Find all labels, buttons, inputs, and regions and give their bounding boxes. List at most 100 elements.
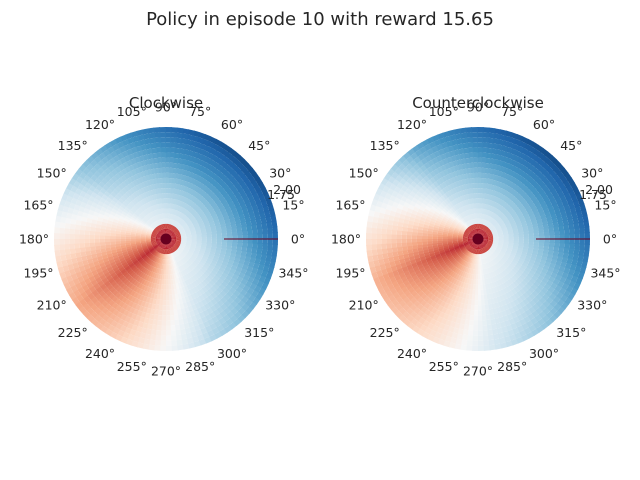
heatmap-cell: [141, 232, 147, 235]
heatmap-cell: [132, 180, 139, 187]
heatmap-cell: [120, 195, 127, 202]
heatmap-cell: [172, 220, 176, 226]
heatmap-cell: [133, 204, 139, 211]
heatmap-cell: [175, 223, 180, 228]
heatmap-cell: [155, 199, 159, 205]
heatmap-cell: [503, 238, 509, 241]
heatmap-cell: [163, 279, 167, 285]
heatmap-cell: [124, 255, 130, 261]
heatmap-cell: [160, 219, 163, 225]
heatmap-cell: [162, 183, 166, 189]
heatmap-cell: [198, 260, 205, 266]
heatmap-cell: [236, 245, 243, 251]
heatmap-cell: [207, 183, 214, 190]
heatmap-cell: [180, 242, 186, 246]
polar-heatmap-clockwise: [54, 127, 278, 351]
heatmap-cell: [171, 263, 175, 269]
heatmap-cell: [187, 213, 193, 219]
heatmap-cell: [165, 228, 167, 234]
heatmap-cell: [161, 213, 164, 219]
heatmap-cell: [172, 263, 176, 269]
heatmap-cell: [133, 280, 139, 287]
heatmap-cell: [209, 185, 217, 193]
heatmap-cell: [132, 186, 138, 193]
heatmap-cell: [193, 185, 200, 193]
heatmap-cell: [112, 289, 119, 297]
heatmap-cell: [194, 265, 201, 272]
heatmap-cell: [156, 226, 161, 231]
heatmap-cell: [158, 242, 163, 246]
heatmap-cell: [131, 245, 137, 249]
heatmap-cell: [142, 186, 148, 193]
heatmap-cell: [181, 191, 187, 198]
heatmap-cell: [203, 193, 210, 200]
heatmap-cell: [157, 241, 162, 245]
heatmap-cell: [210, 285, 217, 292]
heatmap-cell: [173, 229, 179, 234]
heatmap-cell: [199, 288, 206, 295]
heatmap-cell: [112, 205, 120, 212]
heatmap-cell: [212, 188, 219, 195]
heatmap-cell: [106, 283, 114, 291]
heatmap-cell: [154, 228, 159, 233]
heatmap-cell: [158, 172, 163, 179]
heatmap-cell: [184, 274, 190, 280]
heatmap-cell: [127, 189, 134, 196]
heatmap-cell: [123, 179, 130, 186]
heatmap-cell: [182, 224, 189, 229]
heatmap-cell: [128, 269, 134, 276]
heatmap-cell: [143, 210, 149, 216]
heatmap-cell: [130, 271, 136, 278]
heatmap-cell: [160, 213, 163, 220]
heatmap-cell: [141, 211, 147, 217]
heatmap-cell: [175, 204, 179, 211]
heatmap-cell: [183, 249, 189, 253]
heatmap-cell: [201, 298, 209, 306]
heatmap-cell: [170, 248, 174, 253]
heatmap-cell: [174, 244, 180, 248]
heatmap-cell: [203, 187, 211, 194]
heatmap-cell: [134, 203, 141, 210]
heatmap-cell: [137, 264, 143, 270]
heatmap-cell: [192, 261, 198, 267]
heatmap-cell: [206, 257, 213, 263]
heatmap-cell: [122, 278, 129, 285]
heatmap-cell: [115, 186, 122, 193]
heatmap-cell: [214, 207, 221, 214]
heatmap-cell: [205, 203, 212, 210]
heatmap-cell: [99, 274, 107, 282]
heatmap-cell: [174, 215, 178, 221]
heatmap-cell: [149, 218, 155, 224]
heatmap-cell: [156, 220, 160, 226]
heatmap-cell: [168, 224, 171, 230]
heatmap-cell: [173, 228, 178, 233]
heatmap-cell: [160, 230, 164, 235]
heatmap-cell: [205, 268, 212, 275]
heatmap-cell: [144, 197, 150, 203]
heatmap-cell: [146, 242, 152, 246]
heatmap-cell: [124, 286, 131, 293]
heatmap-cell: [153, 229, 159, 234]
heatmap-cell: [120, 239, 126, 242]
heatmap-cell: [161, 243, 165, 249]
heatmap-cell: [173, 245, 178, 250]
heatmap-cell: [196, 264, 202, 270]
heatmap-cell: [172, 214, 176, 220]
theta-tick-label: 315°: [244, 325, 274, 340]
heatmap-cell: [175, 235, 182, 238]
heatmap-cell: [159, 294, 164, 301]
heatmap-cell: [151, 194, 156, 201]
heatmap-cell: [169, 263, 173, 270]
heatmap-cell: [111, 264, 118, 271]
heatmap-cell: [180, 270, 185, 277]
heatmap-cell: [156, 241, 162, 244]
heatmap-cell: [231, 245, 237, 251]
heatmap-cell: [193, 267, 199, 274]
heatmap-cell: [167, 229, 170, 235]
heatmap-cell: [147, 229, 153, 233]
heatmap-cell: [140, 236, 146, 239]
heatmap-cell: [161, 243, 164, 249]
theta-tick-label: 165°: [23, 197, 53, 212]
heatmap-cell: [156, 234, 162, 237]
heatmap-cell: [173, 251, 178, 257]
